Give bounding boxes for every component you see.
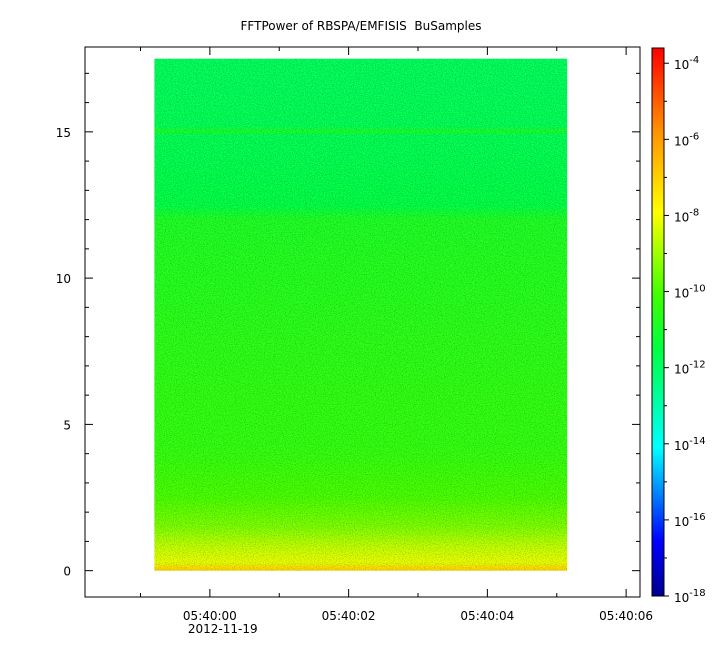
colorbar-tick-mantissa: 10 bbox=[674, 58, 689, 72]
x-tick-label: 05:40:02 bbox=[322, 609, 376, 623]
colorbar-tick-exponent: -10 bbox=[689, 284, 705, 295]
colorbar-tick-exponent: -4 bbox=[689, 55, 699, 66]
colorbar-tick-label: 10-10 bbox=[674, 284, 706, 301]
colorbar-tick-label: 10-8 bbox=[674, 207, 699, 224]
x-tick-label: 05:40:00 bbox=[183, 609, 237, 623]
colorbar-tick-label: 10-18 bbox=[674, 588, 706, 605]
x-tick-label: 05:40:06 bbox=[599, 609, 653, 623]
colorbar-tick-mantissa: 10 bbox=[674, 287, 689, 301]
x-tick-date-label: 2012-11-19 bbox=[188, 622, 258, 636]
colorbar-tick-mantissa: 10 bbox=[674, 515, 689, 529]
y-tick-label: 0 bbox=[63, 565, 71, 579]
colorbar-tick-mantissa: 10 bbox=[674, 439, 689, 453]
spectrogram-image bbox=[154, 58, 568, 571]
colorbar-tick-label: 10-12 bbox=[674, 360, 706, 377]
colorbar-tick-label: 10-6 bbox=[674, 131, 699, 148]
colorbar-tick-mantissa: 10 bbox=[674, 134, 689, 148]
colorbar-tick-mantissa: 10 bbox=[674, 210, 689, 224]
colorbar-tick-label: 10-14 bbox=[674, 436, 706, 453]
colorbar-tick-exponent: -14 bbox=[689, 436, 705, 447]
colorbar-tick-exponent: -6 bbox=[689, 131, 699, 142]
chart-title: FFTPower of RBSPA/EMFISIS BuSamples bbox=[241, 19, 482, 33]
y-tick-label: 15 bbox=[56, 126, 71, 140]
colorbar-tick-mantissa: 10 bbox=[674, 591, 689, 605]
colorbar-tick-exponent: -18 bbox=[689, 588, 705, 599]
colorbar bbox=[651, 47, 665, 597]
x-tick-label: 05:40:04 bbox=[460, 609, 514, 623]
y-tick-label: 5 bbox=[63, 418, 71, 432]
spectrogram-speckle bbox=[154, 58, 568, 571]
colorbar-tick-exponent: -12 bbox=[689, 360, 705, 371]
colorbar-tick-exponent: -16 bbox=[689, 512, 705, 523]
y-axis: 0 5 10 15 bbox=[56, 72, 640, 579]
colorbar-tick-mantissa: 10 bbox=[674, 363, 689, 377]
colorbar-tick-label: 10-4 bbox=[674, 55, 699, 72]
colorbar-tick-label: 10-16 bbox=[674, 512, 706, 529]
y-tick-label: 10 bbox=[56, 272, 71, 286]
colorbar-tick-exponent: -8 bbox=[689, 207, 699, 218]
